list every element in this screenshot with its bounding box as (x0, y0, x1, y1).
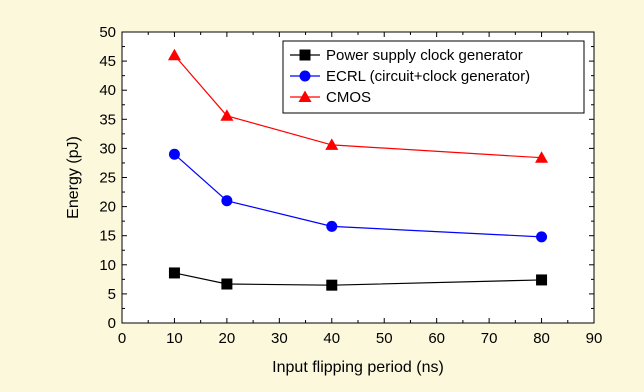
axis-ticks: 0 10 20 30 40 50 60 70 80 90 0 5 10 15 20 25 30 35 40 45 50 (99, 24, 602, 347)
series-line (174, 153, 542, 238)
legend-marker (299, 49, 311, 61)
y-tick-label: 10 (99, 257, 116, 274)
series-layer (167, 48, 549, 291)
legend-label: CMOS (326, 89, 371, 106)
data-point (167, 48, 181, 61)
series-0 (168, 267, 548, 291)
y-tick-label: 5 (108, 286, 116, 303)
y-tick-label: 20 (99, 199, 116, 216)
legend-item-1: ECRL (circuit+clock generator) (290, 68, 530, 85)
series-1 (168, 148, 548, 243)
data-point (221, 195, 233, 207)
legend-label: Power supply clock generator (326, 47, 523, 64)
x-tick-label: 40 (323, 330, 340, 347)
data-point (220, 109, 234, 121)
x-tick-label: 50 (376, 330, 393, 347)
y-tick-label: 50 (99, 24, 116, 41)
legend-label: ECRL (circuit+clock generator) (326, 68, 530, 85)
x-axis-label: Input flipping period (ns) (272, 359, 444, 376)
legend: Power supply clock generator ECRL (circui… (282, 40, 585, 114)
y-tick-label: 25 (99, 170, 116, 187)
y-tick-label: 35 (99, 111, 116, 128)
y-axis-label: Energy (pJ) (65, 136, 82, 219)
data-point (326, 279, 338, 291)
x-tick-label: 90 (586, 330, 603, 347)
series-2 (167, 48, 549, 163)
x-tick-label: 80 (533, 330, 550, 347)
y-tick-label: 15 (99, 228, 116, 245)
x-tick-label: 30 (271, 330, 288, 347)
data-point (326, 220, 338, 232)
y-tick-label: 45 (99, 53, 116, 70)
x-tick-label: 20 (219, 330, 236, 347)
data-point (536, 274, 548, 286)
x-tick-label: 60 (428, 330, 445, 347)
legend-marker (299, 70, 311, 82)
legend-item-0: Power supply clock generator (290, 47, 523, 64)
x-tick-label: 70 (481, 330, 498, 347)
series-line (173, 54, 542, 159)
legend-item-2: CMOS (290, 89, 371, 106)
legend-box (282, 40, 585, 114)
x-tick-label: 0 (118, 330, 126, 347)
legend-marker (298, 90, 312, 102)
data-point (536, 231, 548, 243)
y-tick-label: 40 (99, 82, 116, 99)
x-tick-label: 10 (166, 330, 183, 347)
data-point (325, 138, 339, 150)
data-point (535, 151, 549, 163)
y-tick-label: 0 (108, 315, 116, 332)
series-line (174, 272, 542, 286)
data-point (168, 148, 180, 160)
data-point (168, 267, 180, 279)
y-tick-label: 30 (99, 140, 116, 157)
data-point (221, 278, 233, 290)
